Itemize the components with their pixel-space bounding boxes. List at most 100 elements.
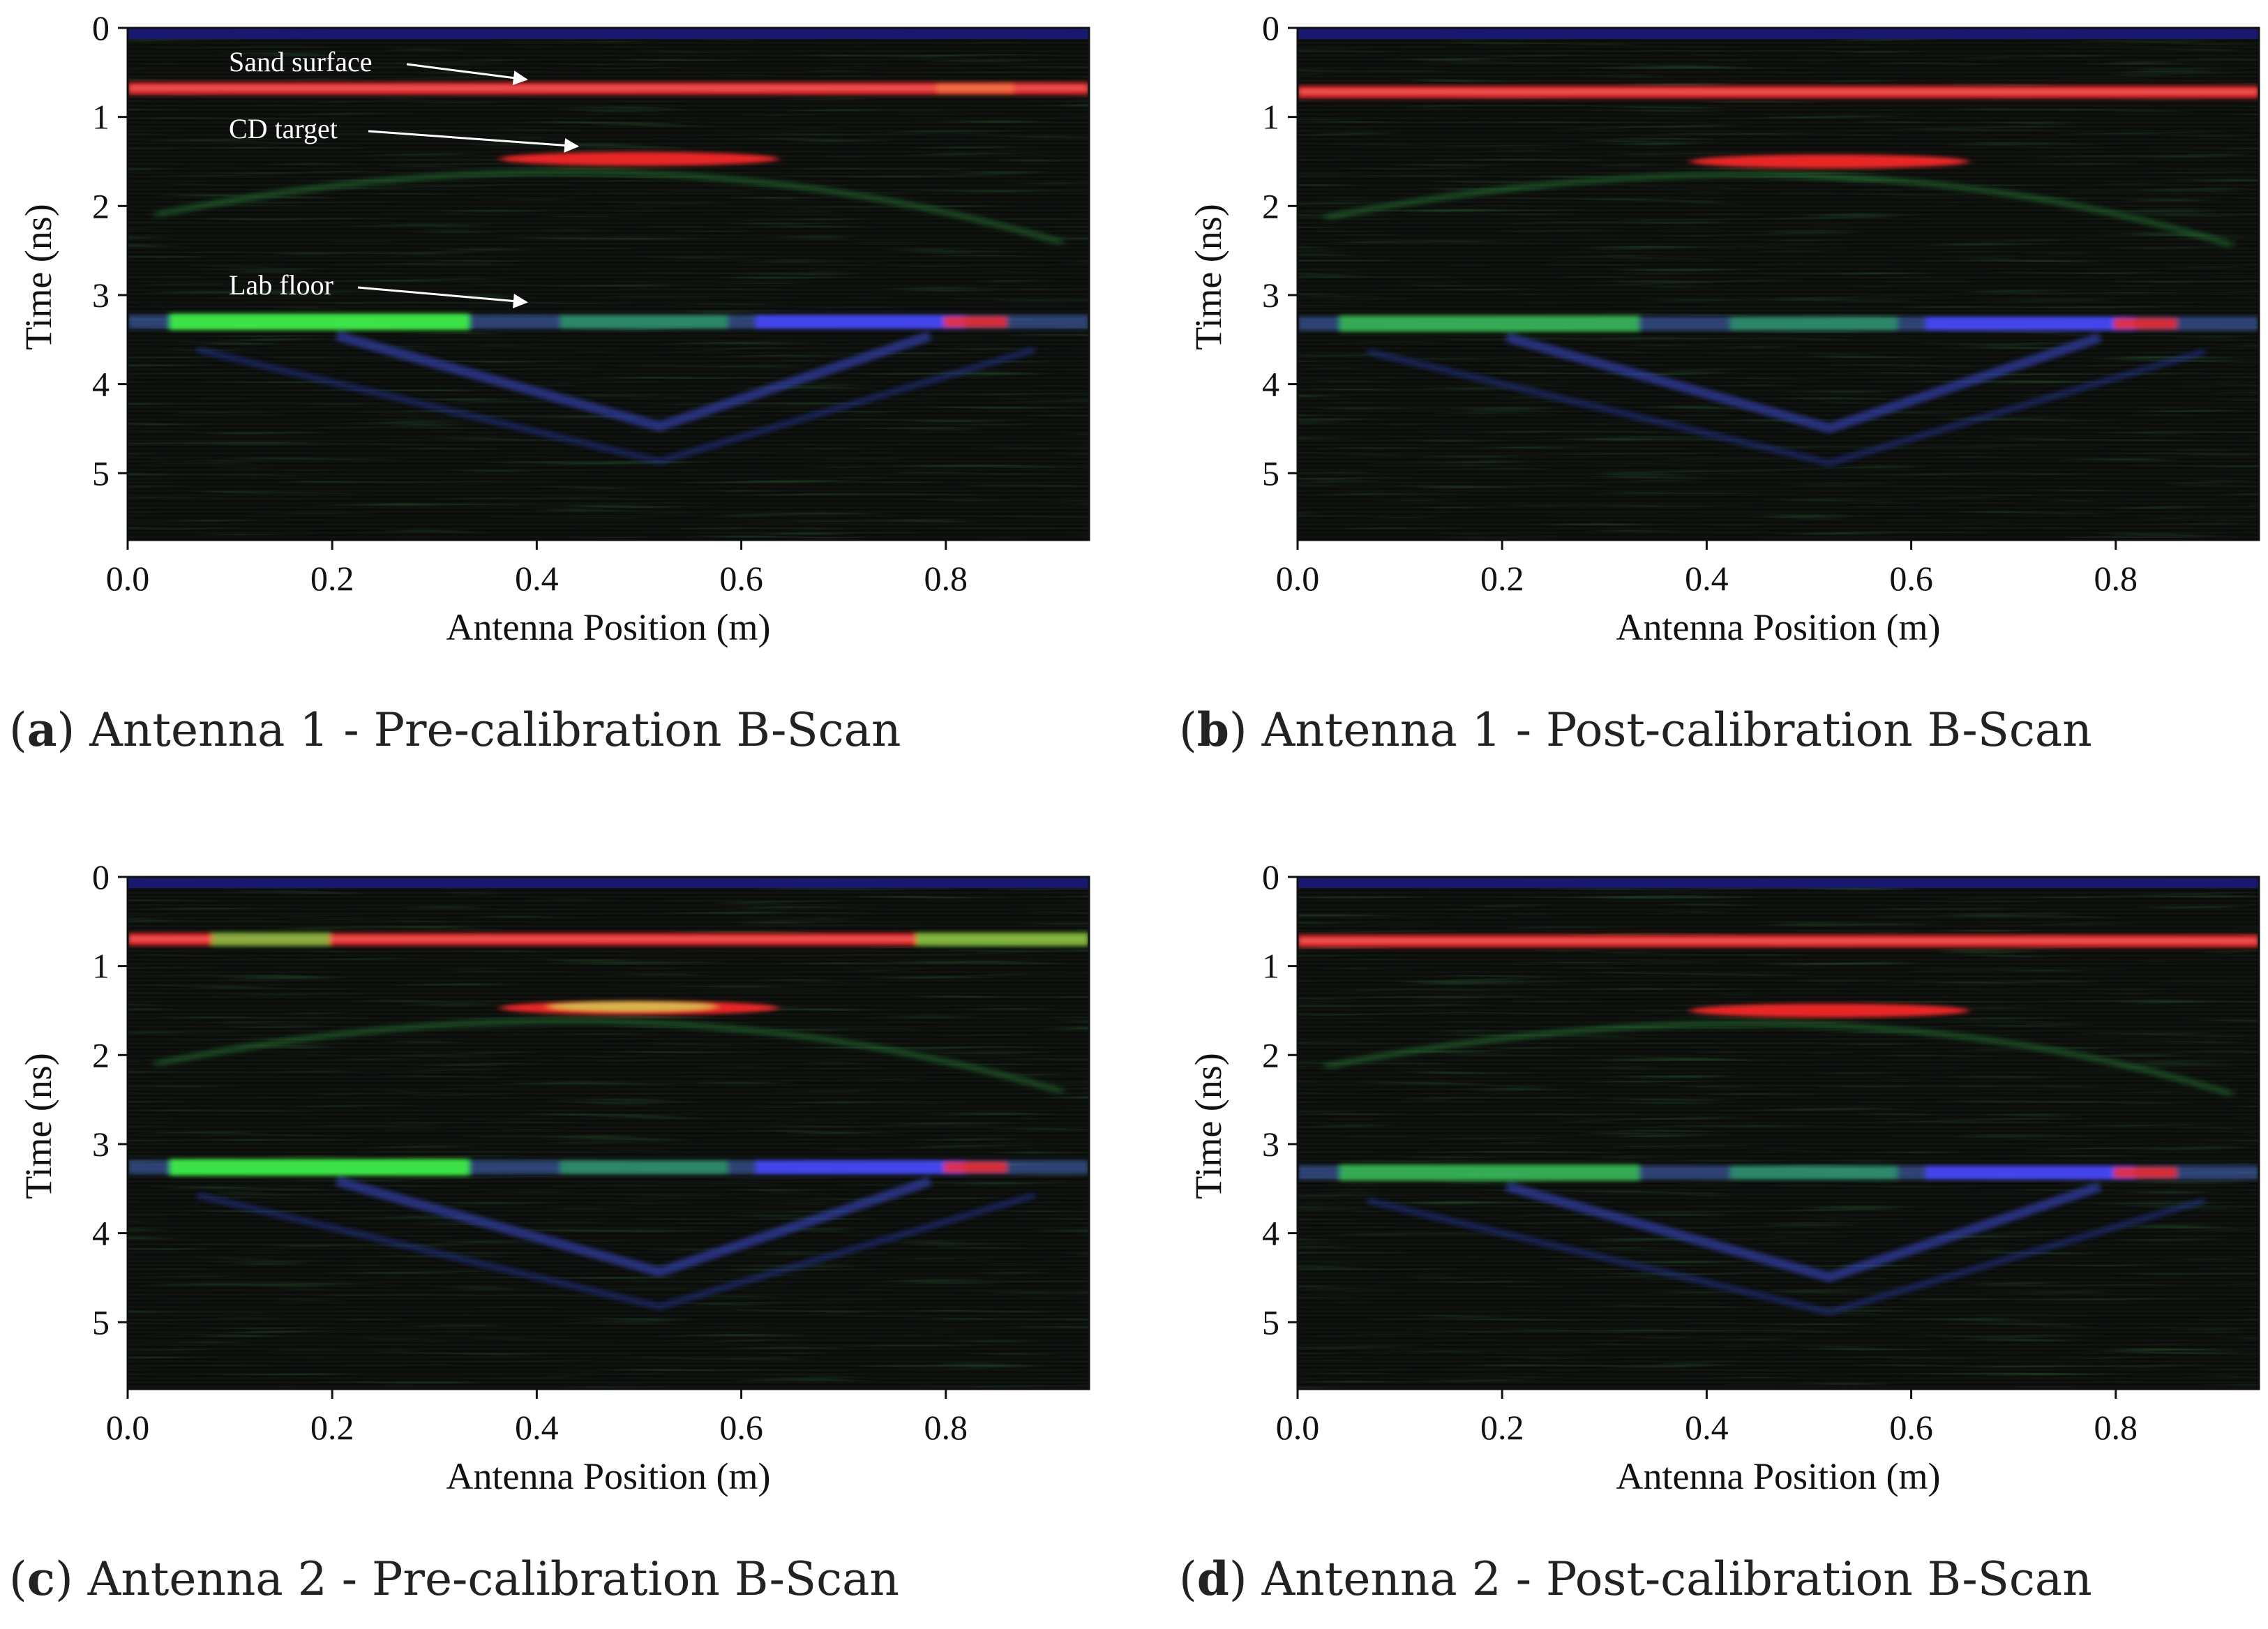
y-tick-label: 2	[1262, 186, 1279, 225]
x-tick-label: 0.0	[1276, 559, 1320, 598]
x-axis-title: Antenna Position (m)	[446, 1455, 771, 1497]
trace-lines	[1298, 28, 2259, 540]
annotation-arrow	[406, 63, 528, 86]
panel-a: 0 1 2 3 4 5 0.0 0.2 0.4 0.6 0.8 Antenna Position (m…	[9, 8, 1090, 757]
plot-area	[128, 28, 1089, 540]
x-tick-label: 0.0	[1276, 1408, 1320, 1447]
panel-c: 0 1 2 3 4 5 0.0 0.2 0.4 0.6 0.8 Antenna Position (m…	[9, 857, 1090, 1606]
x-axis: 0.0 0.2 0.4 0.6 0.8	[1276, 540, 2138, 598]
target-hyperbola	[155, 151, 1064, 246]
x-tick-label: 0.4	[515, 559, 559, 598]
y-tick-label: 2	[92, 186, 110, 225]
y-tick-label: 4	[92, 1214, 110, 1253]
y-tick-label: 1	[1262, 947, 1279, 986]
caption-letter: a	[27, 703, 57, 757]
plot-area	[1298, 877, 2259, 1389]
annotation-label: CD target	[229, 113, 338, 144]
y-tick-label: 3	[1262, 1125, 1279, 1164]
caption-letter: d	[1197, 1552, 1229, 1606]
x-tick-label: 0.4	[1685, 559, 1729, 598]
caption-text: Antenna 2 - Pre-calibration B-Scan	[87, 1552, 899, 1606]
y-tick-label: 4	[92, 365, 110, 404]
y-tick-label: 0	[92, 857, 110, 896]
direct-wave-band	[1298, 877, 2259, 888]
trace-lines	[128, 877, 1089, 1389]
annotation-label: Lab floor	[229, 269, 333, 301]
caption-text: Antenna 1 - Post-calibration B-Scan	[1261, 703, 2092, 757]
y-tick-label: 0	[1262, 8, 1279, 47]
plot-area	[1298, 28, 2259, 540]
x-tick-label: 0.8	[924, 559, 968, 598]
panel-b: 0 1 2 3 4 5 0.0 0.2 0.4 0.6 0.8 Antenna Position (m…	[1179, 8, 2260, 757]
y-tick-label: 5	[1262, 453, 1279, 493]
panel-caption: (b) Antenna 1 - Post-calibration B-Scan	[1179, 703, 2092, 757]
y-tick-label: 4	[1262, 1214, 1279, 1253]
x-tick-label: 0.0	[106, 559, 150, 598]
trace-lines	[128, 28, 1089, 540]
y-axis-title: Time (ns)	[17, 1053, 59, 1199]
y-tick-label: 1	[1262, 98, 1279, 137]
surface-reflection	[1298, 85, 2259, 98]
y-tick-label: 0	[92, 8, 110, 47]
x-axis: 0.0 0.2 0.4 0.6 0.8	[106, 1389, 968, 1447]
x-axis: 0.0 0.2 0.4 0.6 0.8	[106, 540, 968, 598]
direct-wave-band	[128, 877, 1089, 888]
x-tick-label: 0.8	[2094, 559, 2138, 598]
caption-letter: c	[27, 1552, 55, 1606]
y-tick-label: 5	[1262, 1303, 1279, 1342]
y-tick-label: 1	[92, 947, 110, 986]
annotation-arrow	[368, 130, 580, 153]
plot-frame	[1296, 876, 2260, 1390]
x-tick-label: 0.2	[310, 1408, 354, 1447]
y-axis-title: Time (ns)	[17, 204, 59, 350]
x-axis-title: Antenna Position (m)	[1616, 1455, 1941, 1497]
panels: 0 1 2 3 4 5 0.0 0.2 0.4 0.6 0.8 Antenna Position (m…	[9, 8, 2260, 1606]
plot-frame	[126, 876, 1090, 1390]
plot-area	[128, 877, 1089, 1389]
y-tick-label: 4	[1262, 365, 1279, 404]
x-tick-label: 0.8	[2094, 1408, 2138, 1447]
floor-reflection	[1298, 315, 2259, 467]
plot-frame	[1296, 27, 2260, 541]
x-axis: 0.0 0.2 0.4 0.6 0.8	[1276, 1389, 2138, 1447]
annotations: Sand surface CD target Lab floor	[229, 46, 580, 308]
x-tick-label: 0.0	[106, 1408, 150, 1447]
plot-frame	[126, 27, 1090, 541]
direct-wave-band	[128, 28, 1089, 39]
y-axis-title: Time (ns)	[1187, 1053, 1229, 1199]
panel-caption: (c) Antenna 2 - Pre-calibration B-Scan	[9, 1552, 899, 1606]
x-tick-label: 0.2	[310, 559, 354, 598]
x-tick-label: 0.8	[924, 1408, 968, 1447]
panel-d: 0 1 2 3 4 5 0.0 0.2 0.4 0.6 0.8 Antenna Position (m…	[1179, 857, 2260, 1606]
panel-caption: (a) Antenna 1 - Pre-calibration B-Scan	[9, 703, 901, 757]
x-tick-label: 0.4	[1685, 1408, 1729, 1447]
x-axis-title: Antenna Position (m)	[446, 606, 771, 648]
y-tick-label: 3	[92, 1125, 110, 1164]
x-tick-label: 0.2	[1480, 559, 1524, 598]
surface-reflection	[128, 82, 1089, 95]
x-tick-label: 0.6	[719, 559, 763, 598]
y-axis-title: Time (ns)	[1187, 204, 1229, 350]
annotation-arrow	[357, 286, 528, 308]
x-tick-label: 0.6	[1889, 559, 1933, 598]
y-tick-label: 0	[1262, 857, 1279, 896]
floor-reflection	[1298, 1164, 2259, 1316]
x-tick-label: 0.6	[719, 1408, 763, 1447]
caption-text: Antenna 1 - Pre-calibration B-Scan	[89, 703, 901, 757]
x-tick-label: 0.6	[1889, 1408, 1933, 1447]
x-tick-label: 0.4	[515, 1408, 559, 1447]
y-tick-label: 2	[1262, 1035, 1279, 1074]
x-axis-title: Antenna Position (m)	[1616, 606, 1941, 648]
y-axis: 0 1 2 3 4 5	[92, 8, 128, 493]
y-tick-label: 5	[92, 1303, 110, 1342]
floor-reflection	[128, 1159, 1089, 1311]
y-axis: 0 1 2 3 4 5	[1262, 8, 1298, 493]
y-tick-label: 1	[92, 98, 110, 137]
surface-reflection	[128, 932, 1089, 947]
y-axis: 0 1 2 3 4 5	[1262, 857, 1298, 1342]
floor-reflection	[128, 313, 1089, 465]
y-tick-label: 3	[92, 276, 110, 315]
direct-wave-band	[1298, 28, 2259, 39]
target-hyperbola	[155, 1000, 1064, 1095]
